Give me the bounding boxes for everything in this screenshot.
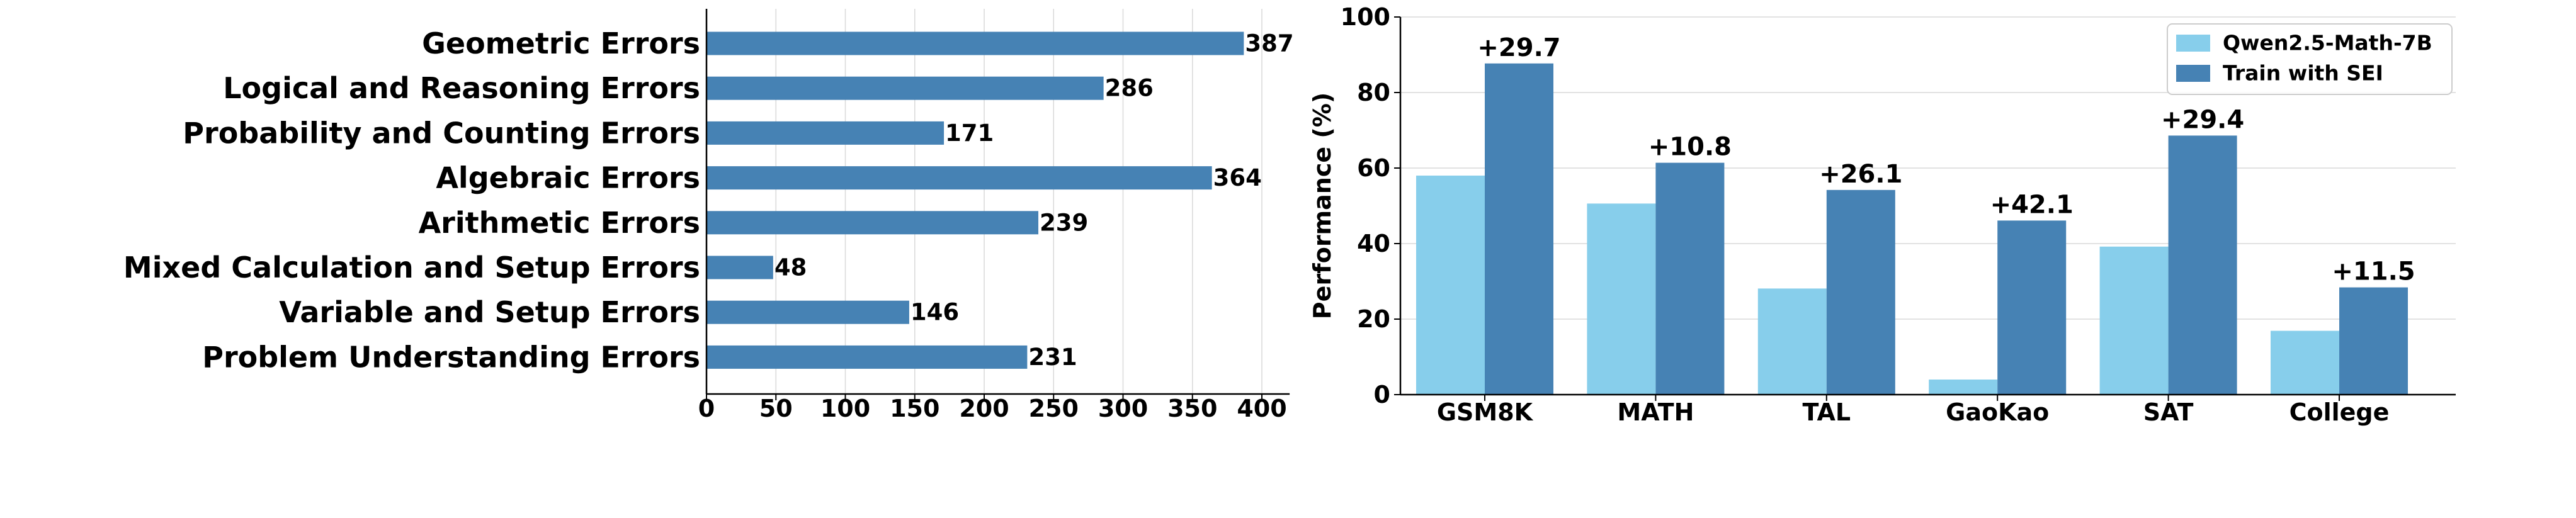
category-label: Algebraic Errors [436, 161, 700, 195]
bar-baseline [2099, 246, 2169, 395]
data-label: 286 [1105, 75, 1154, 102]
category-label: Logical and Reasoning Errors [223, 71, 700, 105]
bar-baseline [1587, 203, 1656, 395]
bar-baseline [1757, 288, 1827, 395]
legend-box [2167, 23, 2453, 95]
y-tick-label: 60 [1357, 154, 1390, 182]
x-tick-label: 200 [959, 395, 1009, 422]
x-tick-label: 350 [1167, 395, 1217, 422]
legend-label: Train with SEI [2223, 61, 2383, 86]
category-label: Probability and Counting Errors [183, 116, 700, 150]
category-label: Arithmetic Errors [419, 206, 700, 240]
bar-baseline [1929, 380, 1998, 395]
data-label: 239 [1040, 209, 1088, 236]
y-tick-label: 0 [1374, 381, 1390, 408]
bar [706, 31, 1244, 55]
error-type-bar-chart: Geometric Errors 387 Logical and Reasoning… [123, 9, 1294, 422]
data-label: 48 [775, 254, 807, 281]
y-axis-title: Performance (%) [1308, 93, 1336, 319]
gain-annotation: +26.1 [1819, 160, 1902, 189]
x-tick-label: 400 [1237, 395, 1286, 422]
bar [706, 121, 945, 145]
x-tick-label: GaoKao [1946, 398, 2049, 426]
legend-label: Qwen2.5-Math-7B [2223, 31, 2432, 55]
bar [706, 76, 1104, 100]
gain-annotation: +29.7 [1477, 33, 1560, 62]
bar-sei [1826, 189, 1895, 395]
x-tick-label: 250 [1029, 395, 1079, 422]
bar-sei [2168, 135, 2237, 395]
gain-annotation: +11.5 [2332, 257, 2415, 286]
gain-annotation: +29.4 [2161, 105, 2244, 134]
data-label: 387 [1245, 30, 1293, 57]
data-label: 171 [945, 120, 994, 147]
y-tick-label: 80 [1357, 79, 1390, 106]
x-tick-label: 100 [820, 395, 870, 422]
data-label: 146 [911, 299, 959, 326]
bar [706, 345, 1028, 369]
x-tick-label: TAL [1803, 398, 1851, 426]
gain-annotation: +10.8 [1648, 133, 1732, 162]
x-tick-label: College [2289, 398, 2390, 426]
bar-sei [1997, 220, 2067, 395]
y-tick-label: 40 [1357, 230, 1390, 257]
category-label: Geometric Errors [422, 26, 700, 60]
gain-annotation: +42.1 [1990, 190, 2074, 219]
data-label: 364 [1213, 164, 1262, 191]
bar [706, 256, 773, 279]
y-tick-label: 20 [1357, 305, 1390, 333]
y-tick-label: 100 [1341, 3, 1390, 31]
performance-bar-chart: +29.7 GSM8K +10.8 MATH +26.1 TAL +42.1 GaoKao +2… [1308, 3, 2456, 426]
bar-baseline [1416, 176, 1485, 395]
bar [706, 211, 1038, 235]
x-tick-label: 50 [759, 395, 793, 422]
bar-sei [2339, 287, 2408, 395]
bar-baseline [2271, 330, 2339, 395]
data-label: 231 [1028, 344, 1077, 371]
legend-swatch [2176, 65, 2210, 82]
category-label: Mixed Calculation and Setup Errors [123, 251, 700, 284]
x-tick-label: 0 [698, 395, 715, 422]
category-label: Variable and Setup Errors [279, 295, 700, 329]
x-tick-label: 300 [1098, 395, 1148, 422]
x-tick-label: GSM8K [1437, 398, 1534, 426]
x-tick-label: MATH [1617, 398, 1694, 426]
category-label: Problem Understanding Errors [202, 340, 700, 374]
bar-sei [1655, 162, 1725, 395]
x-tick-label: 150 [890, 395, 939, 422]
bar-sei [1485, 63, 1553, 395]
bar [706, 166, 1212, 190]
x-tick-label: SAT [2143, 398, 2194, 426]
bar [706, 300, 909, 324]
legend-swatch [2176, 35, 2210, 52]
